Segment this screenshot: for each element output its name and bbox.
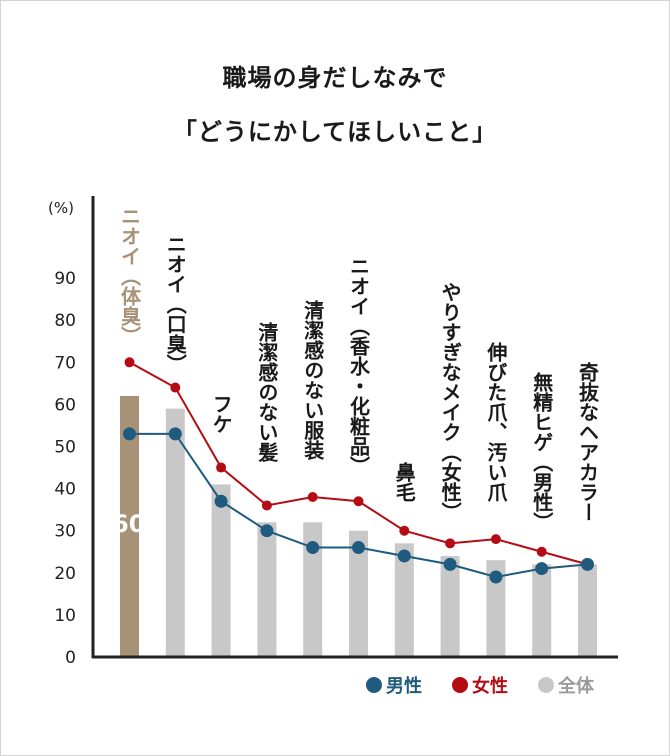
legend-item-all: 全体 [538,672,594,698]
y-tick-label-8: 80 [54,311,76,331]
male-point-2 [214,494,228,508]
male-point-0 [123,427,136,441]
legend-all-label: 全体 [558,676,594,697]
bar-8 [486,560,506,657]
bar-3 [257,522,277,657]
female-point-4 [307,492,318,503]
female-point-3 [261,500,272,511]
bar-4 [303,522,323,657]
legend-female-dot [452,677,468,693]
bar-0 [120,395,139,657]
female-point-6 [399,525,410,536]
bar-2 [211,484,231,657]
bar-10 [578,564,597,657]
bar-6 [394,543,414,657]
female-point-8 [490,534,501,545]
legend-male-dot [366,677,382,693]
y-tick-label-5: 50 [54,438,76,458]
y-tick-label-7: 70 [54,353,76,373]
category-label-9: 無精ヒゲ（男性） [529,372,554,532]
category-label-1: ニオイ（口臭） [163,234,188,374]
male-point-1 [168,427,182,441]
bar-1 [165,408,185,657]
legend-item-male: 男性 [366,672,422,698]
male-point-7 [443,557,457,571]
chart-title-line1: 職場の身だしなみで [222,64,448,92]
male-point-6 [397,549,411,563]
y-tick-label-1: 10 [54,606,76,626]
category-label-8: 伸びた爪、汚い爪 [483,342,508,502]
male-point-9 [535,562,549,576]
legend-male-label: 男性 [386,676,422,697]
female-point-1 [170,382,181,393]
male-point-8 [489,570,503,584]
y-tick-label-2: 20 [54,564,76,584]
category-label-10: 奇抜なヘアカラー [575,362,600,522]
y-tick-label-0: 0 [65,648,76,668]
category-label-2: フケ [209,394,234,434]
legend-all-dot [538,677,554,693]
male-point-4 [306,541,320,555]
female-point-7 [445,538,456,549]
legend-female-label: 女性 [472,676,508,697]
bar-7 [440,555,460,657]
y-unit-label: (%) [48,199,74,217]
female-point-0 [124,357,135,368]
male-point-10 [581,557,594,571]
female-point-2 [216,462,227,473]
y-tick-label-6: 60 [54,395,76,415]
female-point-5 [353,496,364,507]
highlight-value-label: 60% [112,510,159,538]
category-label-5: ニオイ（香水・化粧品） [346,256,371,476]
highlight-value: 60 [112,510,146,538]
bar-5 [349,530,368,657]
highlight-unit: % [145,520,159,536]
y-tick-label-9: 90 [54,269,76,289]
category-label-7: やりすぎなメイク（女性） [438,282,463,522]
bar-9 [532,564,552,657]
male-point-5 [352,541,365,555]
y-tick-label-3: 30 [54,522,76,542]
category-label-0: ニオイ（体臭） [117,206,142,346]
category-label-3: 清潔感のない髪 [254,322,279,462]
female-point-9 [536,546,547,557]
category-label-4: 清潔感のない服装 [300,300,325,460]
y-tick-label-4: 40 [54,480,76,500]
category-label-6: 鼻毛 [392,462,417,502]
male-point-3 [260,524,274,538]
legend-item-female: 女性 [452,672,508,698]
chart-title-line2: 「どうにかしてほしいこと」 [172,118,498,146]
